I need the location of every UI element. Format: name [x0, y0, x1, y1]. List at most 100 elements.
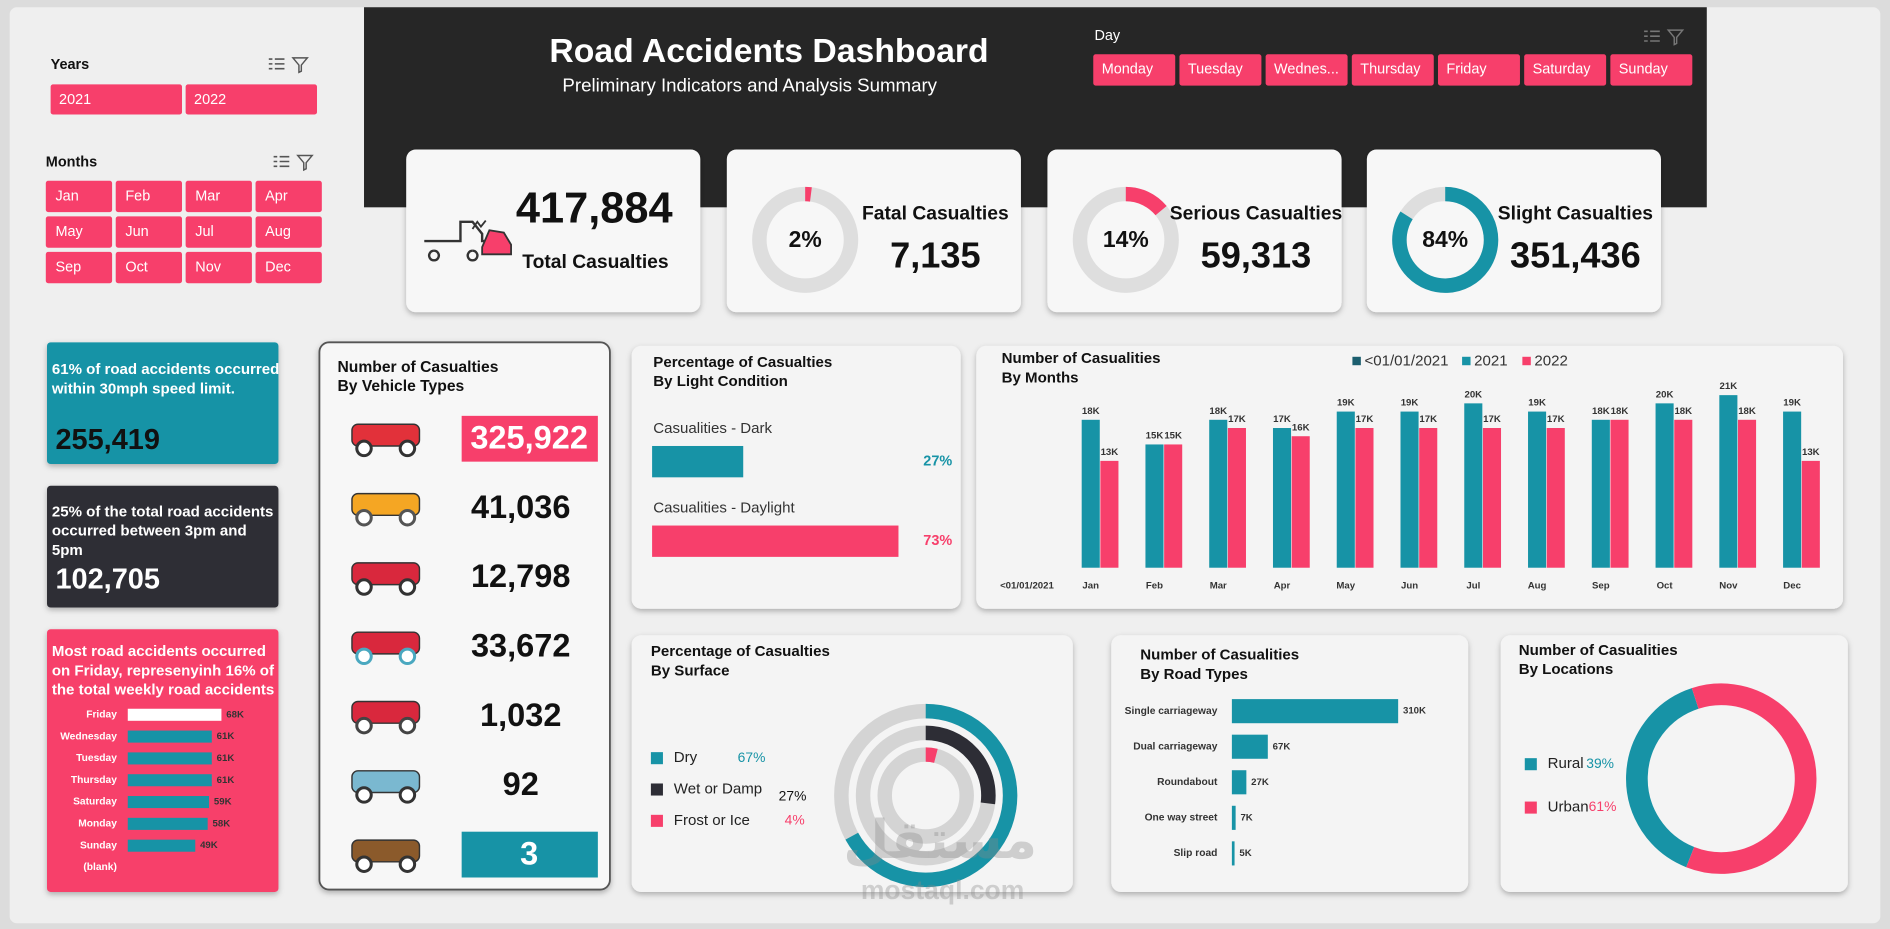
slicer-button[interactable]	[1351, 54, 1434, 86]
slicer-button[interactable]	[115, 180, 183, 213]
ring-arc	[925, 747, 938, 763]
slicer-button[interactable]	[185, 251, 252, 284]
panel-subtitle: By Light Condition	[653, 373, 788, 390]
panel-subtitle: By Vehicle Types	[337, 378, 464, 395]
vehicle-icon	[351, 492, 421, 517]
data-label: 13K	[1802, 447, 1820, 458]
slicer-button[interactable]	[185, 84, 318, 115]
slicer-button[interactable]	[1437, 54, 1520, 86]
kpi-label: Fatal Casualties	[862, 204, 1009, 225]
slicer-button[interactable]	[45, 216, 113, 248]
vehicle-icon	[355, 647, 373, 666]
legend-label: Rural	[1548, 755, 1584, 772]
data-label: 61K	[217, 753, 235, 764]
slicer-button[interactable]	[1093, 54, 1176, 86]
data-label: 58K	[212, 818, 230, 829]
x-tick-label: May	[1336, 580, 1355, 591]
canvas: Road Accidents Dashboard Preliminary Indi…	[9, 7, 1881, 924]
slicer-button[interactable]	[45, 251, 113, 284]
bar	[1655, 403, 1674, 568]
card	[1047, 149, 1342, 313]
slicer-button[interactable]	[255, 180, 322, 213]
insight-card	[47, 342, 279, 465]
data-label: 7K	[1240, 812, 1252, 823]
data-label: 4%	[785, 812, 805, 828]
slicer-title: Years	[51, 57, 90, 73]
insight-text: the total weekly road accidents	[52, 682, 274, 699]
slicer-button[interactable]	[115, 251, 183, 284]
data-label: 17K	[1356, 414, 1374, 425]
crash-icon	[471, 220, 487, 230]
kpi-percent: 14%	[1103, 226, 1149, 252]
slicer-button[interactable]	[185, 180, 252, 213]
legend-label: 2022	[1534, 353, 1567, 370]
slicer-button[interactable]	[1524, 54, 1607, 86]
data-label: 18K	[1209, 406, 1227, 417]
panel-title: Percentage of Casualties	[651, 643, 830, 660]
legend-swatch	[650, 814, 663, 827]
bar	[1164, 444, 1183, 568]
category-label: Sunday	[80, 840, 117, 851]
vehicle-icon	[351, 839, 421, 863]
data-label: 61K	[217, 731, 235, 742]
legend-label: Dry	[674, 749, 698, 766]
data-label: 27K	[1251, 777, 1269, 788]
slicer-item: Mar	[195, 188, 220, 204]
legend-swatch	[1524, 758, 1537, 771]
slicer-item: Wednes...	[1274, 62, 1339, 78]
slicer-button[interactable]	[185, 216, 252, 248]
slicer-button[interactable]	[50, 84, 183, 115]
slicer-button[interactable]	[1610, 54, 1693, 86]
bar	[1591, 419, 1610, 568]
slicer-button[interactable]	[1179, 54, 1262, 86]
slicer-item: 2021	[59, 92, 91, 108]
insight-value: 102,705	[55, 564, 159, 596]
insight-text: Most road accidents occurred	[52, 643, 266, 660]
vehicle-icon	[351, 562, 421, 586]
bar	[1291, 436, 1310, 568]
bar	[1209, 419, 1228, 568]
kpi-label: Serious Casualties	[1170, 204, 1342, 225]
slicer-button[interactable]	[1265, 54, 1348, 86]
slicer-item: Sunday	[1619, 62, 1669, 78]
vehicle-icon	[355, 578, 373, 596]
bar	[1081, 419, 1100, 568]
bar	[1482, 428, 1502, 568]
vehicle-icon	[351, 631, 421, 655]
kpi-donut-track	[1072, 186, 1179, 293]
category-label: Slip road	[1174, 848, 1218, 859]
bar	[1231, 699, 1399, 724]
data-label: 18K	[1738, 406, 1756, 417]
bar	[1610, 419, 1629, 568]
card	[726, 149, 1021, 313]
bar	[1528, 411, 1547, 568]
slicer-button[interactable]	[45, 180, 113, 213]
slicer-button[interactable]	[115, 216, 183, 248]
insight-text: occurred between 3pm and	[52, 523, 247, 540]
x-tick-label: Jul	[1466, 580, 1480, 591]
legend-swatch	[1462, 356, 1471, 366]
crash-icon	[424, 220, 490, 262]
panel-title: Number of Casualities	[1002, 350, 1161, 367]
category-label: Roundabout	[1157, 777, 1218, 788]
category-label: One way street	[1145, 813, 1218, 824]
data-label: 73%	[923, 533, 952, 549]
slicer-button[interactable]	[255, 216, 322, 248]
value-highlight	[461, 831, 598, 878]
data-label: 59K	[214, 797, 232, 808]
vehicle-icon	[355, 508, 373, 527]
data-label: 18K	[1674, 406, 1692, 417]
bar	[1719, 395, 1738, 568]
ring-arc	[845, 703, 1018, 888]
bar	[1738, 419, 1757, 568]
category-label: Single carriageway	[1125, 706, 1218, 717]
bar	[127, 796, 210, 809]
kpi-value: 417,884	[516, 184, 673, 232]
slicer-button[interactable]	[255, 251, 322, 284]
category-label: Tuesday	[76, 753, 117, 764]
vehicle-icon	[398, 578, 417, 596]
x-tick-label: Nov	[1719, 580, 1738, 591]
data-label: 17K	[1419, 414, 1437, 425]
watermark: mostaql.com	[861, 875, 1024, 905]
